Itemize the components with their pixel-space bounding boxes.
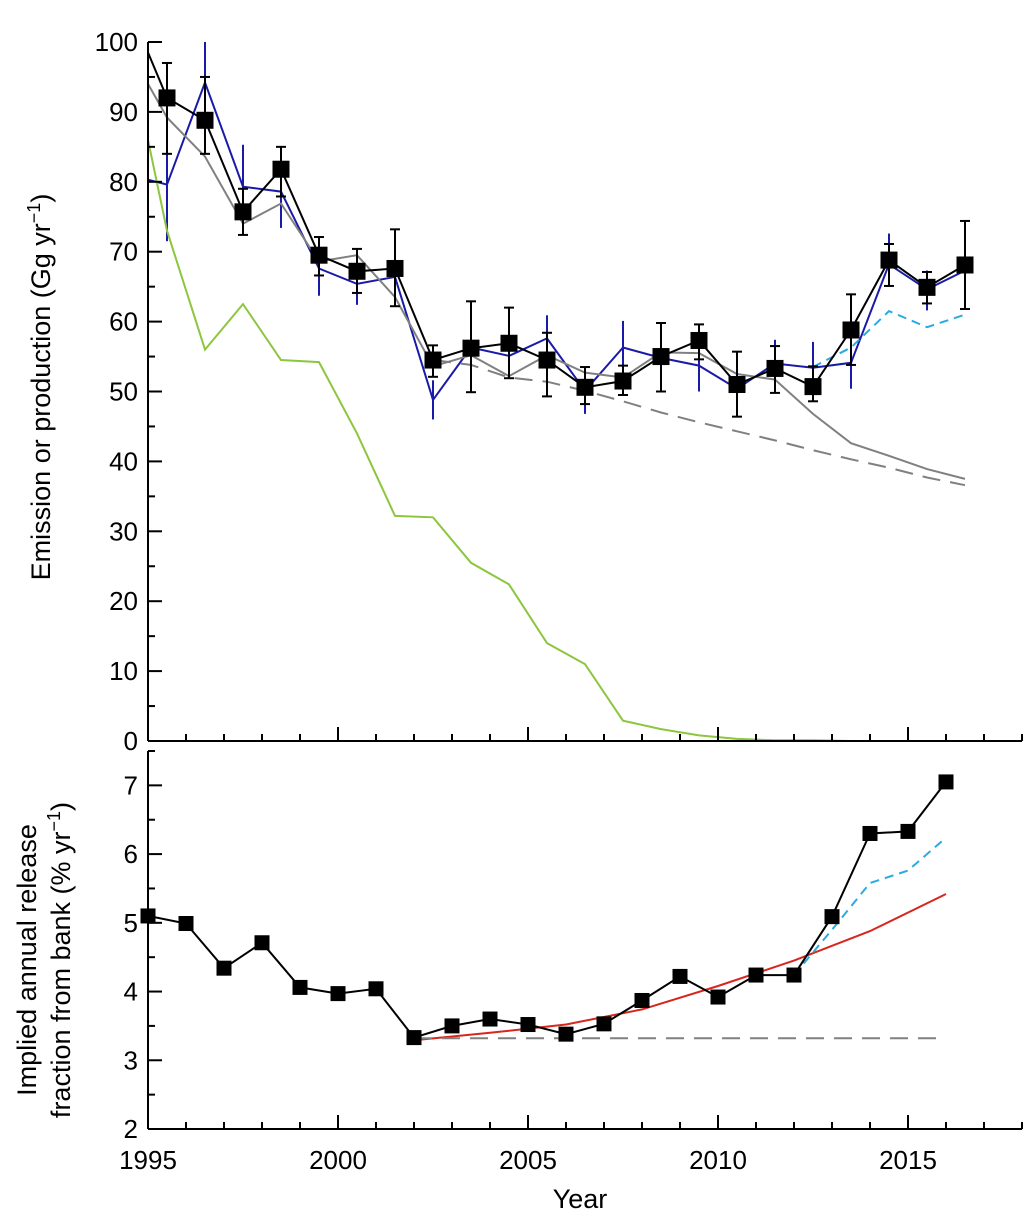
data-point <box>710 989 726 1005</box>
data-point <box>880 251 898 269</box>
top-plot-area <box>147 42 974 742</box>
data-point <box>596 1016 612 1032</box>
data-point <box>482 1011 498 1027</box>
data-point <box>462 339 480 357</box>
top-series-3 <box>147 83 966 480</box>
data-point <box>804 378 822 396</box>
data-point <box>558 1026 574 1042</box>
data-point <box>918 278 936 296</box>
x-tick-label: 2010 <box>689 1145 747 1175</box>
bottom-y-tick-label: 5 <box>124 908 138 938</box>
top-series-2 <box>147 42 966 420</box>
data-point <box>900 823 916 839</box>
top-y-tick-label: 70 <box>109 237 138 267</box>
top-series-4 <box>432 359 966 487</box>
data-point <box>158 89 176 107</box>
data-point <box>748 967 764 983</box>
data-point <box>652 348 670 366</box>
data-point <box>292 979 308 995</box>
data-point <box>956 256 974 274</box>
top-series-line <box>147 83 966 480</box>
top-series-line <box>432 359 966 487</box>
top-y-tick-label: 20 <box>109 586 138 616</box>
data-point <box>500 334 518 352</box>
top-series-line <box>812 309 966 368</box>
bottom-y-tick-label: 6 <box>124 839 138 869</box>
data-point <box>330 986 346 1002</box>
top-y-tick-label: 90 <box>109 97 138 127</box>
data-point <box>386 259 404 277</box>
top-y-tick-label: 10 <box>109 656 138 686</box>
top-axes: 0 10 20 30 40 50 60 70 80 90 100 <box>95 27 1023 756</box>
bottom-series-line <box>147 781 947 1039</box>
data-point <box>234 203 252 221</box>
x-tick-label: 2015 <box>879 1145 937 1175</box>
data-point <box>538 351 556 369</box>
top-y-tick-label: 0 <box>124 726 138 756</box>
bottom-y-axis-label-line1: Implied annual release <box>12 824 42 1096</box>
top-y-tick-label: 100 <box>95 27 138 57</box>
data-point <box>728 376 746 394</box>
data-point <box>634 992 650 1008</box>
x-tick-label: 1995 <box>119 1145 177 1175</box>
data-point <box>520 1017 536 1033</box>
top-y-tick-label: 40 <box>109 446 138 476</box>
top-y-tick-label: 30 <box>109 516 138 546</box>
data-point <box>424 351 442 369</box>
bottom-y-tick-label: 2 <box>124 1114 138 1144</box>
data-point <box>216 960 232 976</box>
bottom-series-line <box>413 893 947 1042</box>
data-point <box>196 111 214 129</box>
data-point <box>824 909 840 925</box>
bottom-y-tick-label: 3 <box>124 1045 138 1075</box>
data-point <box>406 1030 422 1046</box>
data-point <box>272 160 290 178</box>
data-point <box>348 262 366 280</box>
bottom-y-axis-label-line2: fraction from bank (% yr−1) <box>44 802 76 1118</box>
data-point <box>310 246 328 264</box>
x-tick-label: 2000 <box>309 1145 367 1175</box>
top-series-0 <box>158 61 974 418</box>
data-point <box>672 968 688 984</box>
top-y-tick-label: 80 <box>109 167 138 197</box>
data-point <box>576 378 594 396</box>
top-y-tick-label: 50 <box>109 377 138 407</box>
bottom-series-0 <box>140 774 954 1046</box>
x-axis-label: Year <box>553 1184 608 1214</box>
bottom-y-tick-label: 7 <box>124 770 138 800</box>
data-point <box>368 981 384 997</box>
data-point <box>614 372 632 390</box>
data-point <box>786 967 802 983</box>
top-series-line <box>166 97 966 389</box>
data-point <box>444 1018 460 1034</box>
bottom-y-tick-label: 4 <box>124 977 138 1007</box>
top-series-5 <box>147 139 889 742</box>
top-series-6 <box>812 309 966 368</box>
top-panel: 0 10 20 30 40 50 60 70 80 90 100 Emission or produ… <box>24 27 1023 756</box>
data-point <box>842 321 860 339</box>
data-point <box>178 916 194 932</box>
data-point <box>862 825 878 841</box>
bottom-series-1 <box>413 893 947 1042</box>
x-tick-label: 2005 <box>499 1145 557 1175</box>
bottom-panel: 2 3 4 5 6 7 1995 2000 2005 2010 2015 Implied annua… <box>12 750 1023 1214</box>
data-point <box>938 774 954 790</box>
top-series-line <box>147 139 889 742</box>
top-y-tick-label: 60 <box>109 307 138 337</box>
data-point <box>254 935 270 951</box>
bottom-series-line <box>793 836 947 976</box>
bottom-axes: 2 3 4 5 6 7 1995 2000 2005 2010 2015 <box>119 750 1023 1175</box>
data-point <box>690 331 708 349</box>
bottom-series-3 <box>793 836 947 976</box>
top-y-axis-label: Emission or production (Gg yr−1) <box>24 194 56 581</box>
data-point <box>766 359 784 377</box>
bottom-plot-area <box>140 774 954 1046</box>
